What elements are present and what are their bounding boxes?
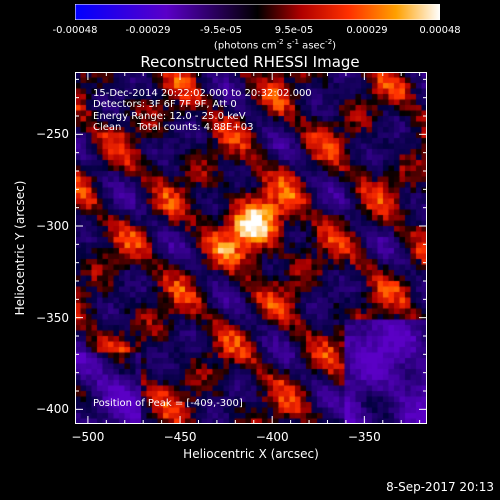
y-tick-label: −400 [36, 402, 69, 417]
heatmap-image [75, 72, 427, 424]
x-tick-label: −350 [347, 430, 381, 444]
footer-timestamp: 8-Sep-2017 20:13 [386, 480, 494, 494]
y-axis-label: Heliocentric Y (arcsec) [13, 180, 27, 316]
x-tick-label: −450 [163, 430, 197, 444]
annotation-clean: Clean Total counts: 4.88E+03 [93, 122, 254, 133]
colorbar-tick-label: -0.00029 [125, 25, 171, 36]
colorbar-tick-label: -9.5e-05 [200, 25, 242, 36]
y-tick-label: −250 [36, 127, 69, 142]
y-tick-label: −300 [36, 219, 69, 233]
colorbar: -0.00048 -0.00029 -9.5e-05 9.5e-05 0.00029 0.… [0, 0, 500, 60]
annotation-detectors: Detectors: 3F 6F 7F 9F, Att 0 [93, 99, 237, 110]
colorbar-tick-label: -0.00048 [52, 25, 98, 36]
colorbar-tick-label: 0.00048 [419, 25, 461, 36]
annotation-time: 15-Dec-2014 20:22:02.000 to 20:32:02.000 [93, 88, 312, 99]
x-axis-label: Heliocentric X (arcsec) [183, 447, 319, 461]
x-tick-label: −400 [255, 430, 289, 444]
chart-title: Reconstructed RHESSI Image [140, 53, 360, 71]
colorbar-tick-label: 0.00029 [346, 25, 388, 36]
peak-position-label: Position of Peak = [-409,-300] [93, 398, 243, 409]
colorbar-unit-label: (photons cm-2 s-1 asec-2) [213, 38, 337, 52]
y-tick-label: −350 [36, 310, 69, 325]
annotation-energy: Energy Range: 12.0 - 25.0 keV [93, 111, 246, 122]
colorbar-tick-label: 9.5e-05 [274, 25, 314, 36]
x-tick-label: −500 [71, 430, 105, 444]
plot-axes [75, 72, 427, 424]
colorbar-gradient [75, 4, 440, 20]
plot-frame [75, 72, 427, 424]
